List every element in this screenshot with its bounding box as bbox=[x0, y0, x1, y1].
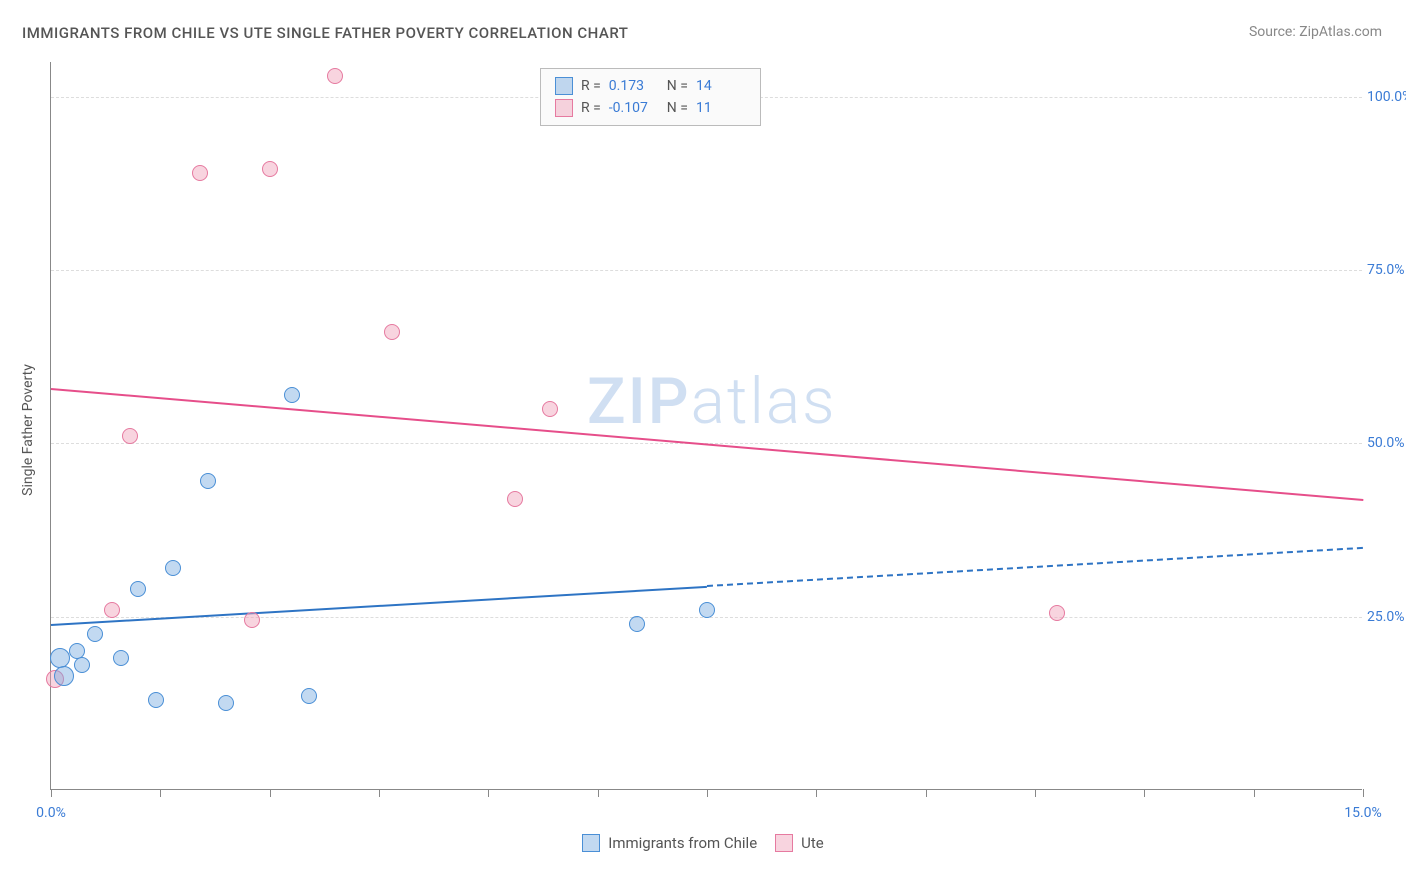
n-value: 11 bbox=[696, 100, 746, 116]
data-point bbox=[244, 612, 260, 628]
data-point bbox=[165, 560, 181, 576]
legend-label: Immigrants from Chile bbox=[608, 834, 757, 852]
data-point bbox=[507, 491, 523, 507]
gridline bbox=[51, 270, 1362, 271]
data-point bbox=[104, 602, 120, 618]
x-tick-mark bbox=[598, 789, 599, 797]
legend-item: Immigrants from Chile bbox=[582, 834, 757, 852]
r-value: 0.173 bbox=[609, 78, 659, 94]
data-point bbox=[629, 616, 645, 632]
data-point bbox=[87, 626, 103, 642]
legend-swatch bbox=[555, 99, 573, 117]
data-point bbox=[1049, 605, 1065, 621]
x-tick-mark bbox=[379, 789, 380, 797]
x-tick-mark bbox=[270, 789, 271, 797]
x-tick-mark bbox=[1035, 789, 1036, 797]
trend-line bbox=[51, 585, 707, 625]
n-label: N = bbox=[667, 78, 688, 94]
n-label: N = bbox=[667, 100, 688, 116]
x-tick-label: 0.0% bbox=[36, 805, 66, 821]
y-tick-label: 25.0% bbox=[1367, 609, 1406, 625]
data-point bbox=[699, 602, 715, 618]
data-point bbox=[148, 692, 164, 708]
watermark: ZIPatlas bbox=[587, 364, 837, 439]
data-point bbox=[262, 161, 278, 177]
legend-bottom: Immigrants from Chile Ute bbox=[0, 834, 1406, 852]
x-tick-mark bbox=[488, 789, 489, 797]
chart-container: IMMIGRANTS FROM CHILE VS UTE SINGLE FATH… bbox=[0, 0, 1406, 892]
data-point bbox=[542, 401, 558, 417]
x-tick-mark bbox=[51, 789, 52, 797]
legend-row: R = -0.107 N = 11 bbox=[555, 97, 746, 119]
r-label: R = bbox=[581, 78, 601, 94]
y-axis-label: Single Father Poverty bbox=[20, 364, 36, 496]
legend-item: Ute bbox=[775, 834, 824, 852]
plot-area: 25.0%50.0%75.0%100.0%0.0%15.0%ZIPatlas bbox=[50, 62, 1362, 790]
data-point bbox=[192, 165, 208, 181]
x-tick-mark bbox=[926, 789, 927, 797]
y-tick-label: 100.0% bbox=[1367, 89, 1406, 105]
x-tick-mark bbox=[1144, 789, 1145, 797]
correlation-legend: R = 0.173 N = 14 R = -0.107 N = 11 bbox=[540, 68, 761, 126]
data-point bbox=[384, 324, 400, 340]
y-tick-label: 50.0% bbox=[1367, 435, 1406, 451]
y-tick-label: 75.0% bbox=[1367, 262, 1406, 278]
data-point bbox=[113, 650, 129, 666]
data-point bbox=[301, 688, 317, 704]
legend-swatch bbox=[555, 77, 573, 95]
chart-title: IMMIGRANTS FROM CHILE VS UTE SINGLE FATH… bbox=[22, 24, 628, 42]
x-tick-mark bbox=[1363, 789, 1364, 797]
n-value: 14 bbox=[696, 78, 746, 94]
data-point bbox=[54, 666, 74, 686]
data-point bbox=[122, 428, 138, 444]
r-value: -0.107 bbox=[609, 100, 659, 116]
data-point bbox=[327, 68, 343, 84]
data-point bbox=[200, 473, 216, 489]
trend-line bbox=[707, 547, 1363, 587]
x-tick-mark bbox=[816, 789, 817, 797]
legend-swatch bbox=[775, 834, 793, 852]
legend-row: R = 0.173 N = 14 bbox=[555, 75, 746, 97]
x-tick-mark bbox=[1254, 789, 1255, 797]
legend-swatch bbox=[582, 834, 600, 852]
data-point bbox=[130, 581, 146, 597]
data-point bbox=[74, 657, 90, 673]
r-label: R = bbox=[581, 100, 601, 116]
source-label: Source: ZipAtlas.com bbox=[1249, 24, 1382, 40]
data-point bbox=[218, 695, 234, 711]
x-tick-mark bbox=[160, 789, 161, 797]
data-point bbox=[284, 387, 300, 403]
legend-label: Ute bbox=[801, 834, 824, 852]
x-tick-mark bbox=[707, 789, 708, 797]
x-tick-label: 15.0% bbox=[1344, 805, 1382, 821]
